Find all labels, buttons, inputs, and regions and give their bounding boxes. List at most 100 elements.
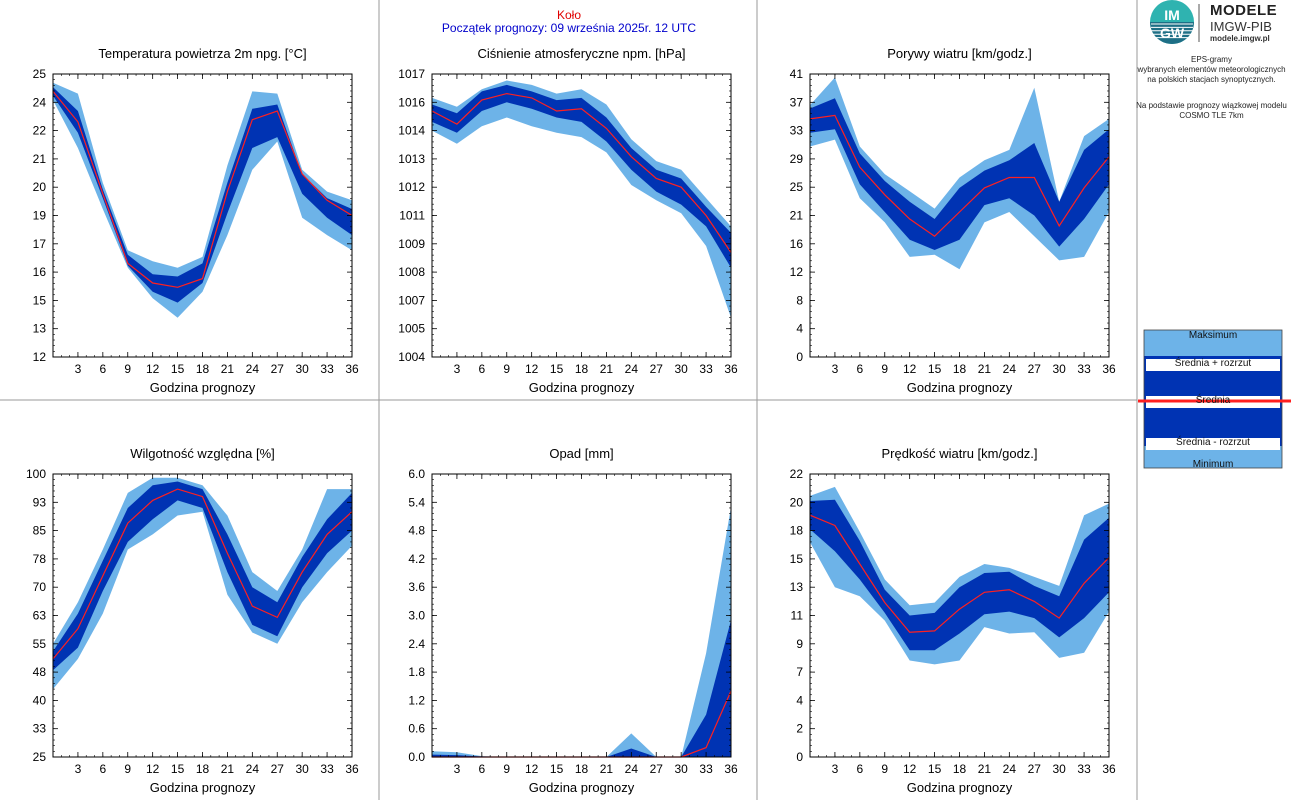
- y-tick-label: 33: [790, 124, 804, 138]
- band-spread: [810, 499, 1109, 651]
- x-tick-label: 9: [124, 762, 131, 776]
- chart-title: Prędkość wiatru [km/godz.]: [881, 446, 1037, 461]
- y-tick-label: 15: [33, 293, 47, 307]
- brand-site-link[interactable]: modele.imgw.pl: [1210, 34, 1270, 43]
- x-tick-label: 3: [832, 362, 839, 376]
- y-tick-label: 40: [33, 693, 47, 707]
- x-tick-label: 24: [246, 362, 260, 376]
- x-tick-label: 24: [625, 362, 639, 376]
- y-tick-label: 1012: [398, 180, 425, 194]
- station-name: Koło: [556, 8, 582, 22]
- y-tick-label: 1008: [398, 265, 425, 279]
- y-tick-label: 3.6: [408, 580, 425, 594]
- y-tick-label: 37: [790, 95, 804, 109]
- x-tick-label: 3: [454, 762, 461, 776]
- y-tick-label: 9: [796, 637, 803, 651]
- x-tick-label: 21: [978, 362, 992, 376]
- y-tick-label: 20: [33, 180, 47, 194]
- y-tick-label: 17: [33, 237, 47, 251]
- y-tick-label: 1009: [398, 237, 425, 251]
- x-tick-label: 15: [171, 362, 185, 376]
- x-tick-label: 27: [1028, 362, 1042, 376]
- y-tick-label: 85: [33, 524, 47, 538]
- y-tick-label: 19: [33, 209, 47, 223]
- y-tick-label: 2: [796, 722, 803, 736]
- band-min-max: [810, 77, 1109, 270]
- y-tick-label: 6.0: [408, 467, 425, 481]
- chart-title: Wilgotność względna [%]: [130, 446, 275, 461]
- legend-mean-minus-label: Średnia - rozrzut: [1176, 437, 1250, 448]
- plot-area: [432, 474, 731, 757]
- brand-modele: MODELE: [1210, 2, 1278, 19]
- x-tick-label: 30: [295, 362, 309, 376]
- y-tick-label: 1005: [398, 322, 425, 336]
- x-tick-label: 30: [674, 362, 688, 376]
- x-tick-label: 24: [246, 762, 260, 776]
- forecast-start: Początek prognozy: 09 września 2025r. 12…: [441, 21, 697, 35]
- x-axis-label: Godzina prognozy: [150, 380, 256, 395]
- legend-label-bg: [1146, 359, 1280, 371]
- x-tick-label: 9: [503, 762, 510, 776]
- x-tick-label: 12: [525, 362, 539, 376]
- y-tick-label: 2.4: [408, 637, 425, 651]
- y-tick-label: 25: [33, 67, 47, 81]
- x-tick-label: 15: [171, 762, 185, 776]
- x-tick-label: 21: [221, 362, 235, 376]
- legend-max-label: Maksimum: [1188, 330, 1238, 341]
- y-tick-label: 4: [796, 322, 803, 336]
- y-tick-label: 4.2: [408, 552, 425, 566]
- y-tick-label: 1011: [399, 209, 425, 223]
- x-tick-label: 30: [674, 762, 688, 776]
- x-tick-label: 15: [550, 362, 564, 376]
- y-tick-label: 1004: [398, 350, 425, 364]
- x-tick-label: 27: [271, 762, 285, 776]
- x-tick-label: 9: [881, 362, 888, 376]
- x-tick-label: 24: [625, 762, 639, 776]
- info-line: wybranych elementów meteorologicznych: [1137, 65, 1286, 74]
- x-axis-label: Godzina prognozy: [529, 380, 635, 395]
- legend-frame: [1143, 329, 1283, 469]
- x-axis-label: Godzina prognozy: [150, 780, 256, 795]
- x-tick-label: 18: [575, 762, 589, 776]
- chart-title: Temperatura powietrza 2m npg. [°C]: [98, 46, 306, 61]
- x-tick-label: 9: [124, 362, 131, 376]
- y-tick-label: 29: [790, 152, 804, 166]
- y-tick-label: 12: [33, 350, 47, 364]
- brand-imgw-pib[interactable]: IMGW-PIB: [1210, 19, 1272, 34]
- chart-title: Porywy wiatru [km/godz.]: [887, 46, 1032, 61]
- x-tick-label: 21: [600, 762, 614, 776]
- legend-label-bg: [1146, 438, 1280, 450]
- x-tick-label: 6: [856, 362, 863, 376]
- y-tick-label: 22: [790, 467, 804, 481]
- x-tick-label: 12: [903, 762, 917, 776]
- y-tick-label: 25: [33, 750, 47, 764]
- y-tick-label: 4.8: [408, 524, 425, 538]
- x-tick-label: 6: [99, 762, 106, 776]
- logo-text-top: IM: [1164, 7, 1180, 23]
- y-tick-label: 1.8: [408, 665, 425, 679]
- y-tick-label: 0: [796, 350, 803, 364]
- x-tick-label: 30: [1052, 362, 1066, 376]
- y-tick-label: 1014: [398, 124, 425, 138]
- legend-mean-label: Średnia: [1195, 395, 1231, 406]
- y-tick-label: 24: [33, 95, 47, 109]
- x-tick-label: 18: [953, 362, 967, 376]
- x-tick-label: 36: [724, 362, 738, 376]
- mean-line: [431, 92, 732, 253]
- band-spread: [432, 84, 731, 268]
- x-tick-label: 30: [1052, 762, 1066, 776]
- x-tick-label: 18: [196, 362, 210, 376]
- info-line: EPS-gramy: [1191, 55, 1232, 64]
- y-tick-label: 22: [33, 124, 47, 138]
- y-tick-label: 21: [33, 152, 47, 166]
- x-tick-label: 18: [575, 362, 589, 376]
- band-spread: [810, 98, 1109, 250]
- x-tick-label: 27: [1028, 762, 1042, 776]
- x-tick-label: 3: [75, 762, 82, 776]
- y-tick-label: 4: [796, 693, 803, 707]
- y-tick-label: 0.6: [408, 722, 425, 736]
- chart-panel-5: 0.00.61.21.82.43.03.64.24.85.46.03 6 9 12 15…: [408, 446, 738, 795]
